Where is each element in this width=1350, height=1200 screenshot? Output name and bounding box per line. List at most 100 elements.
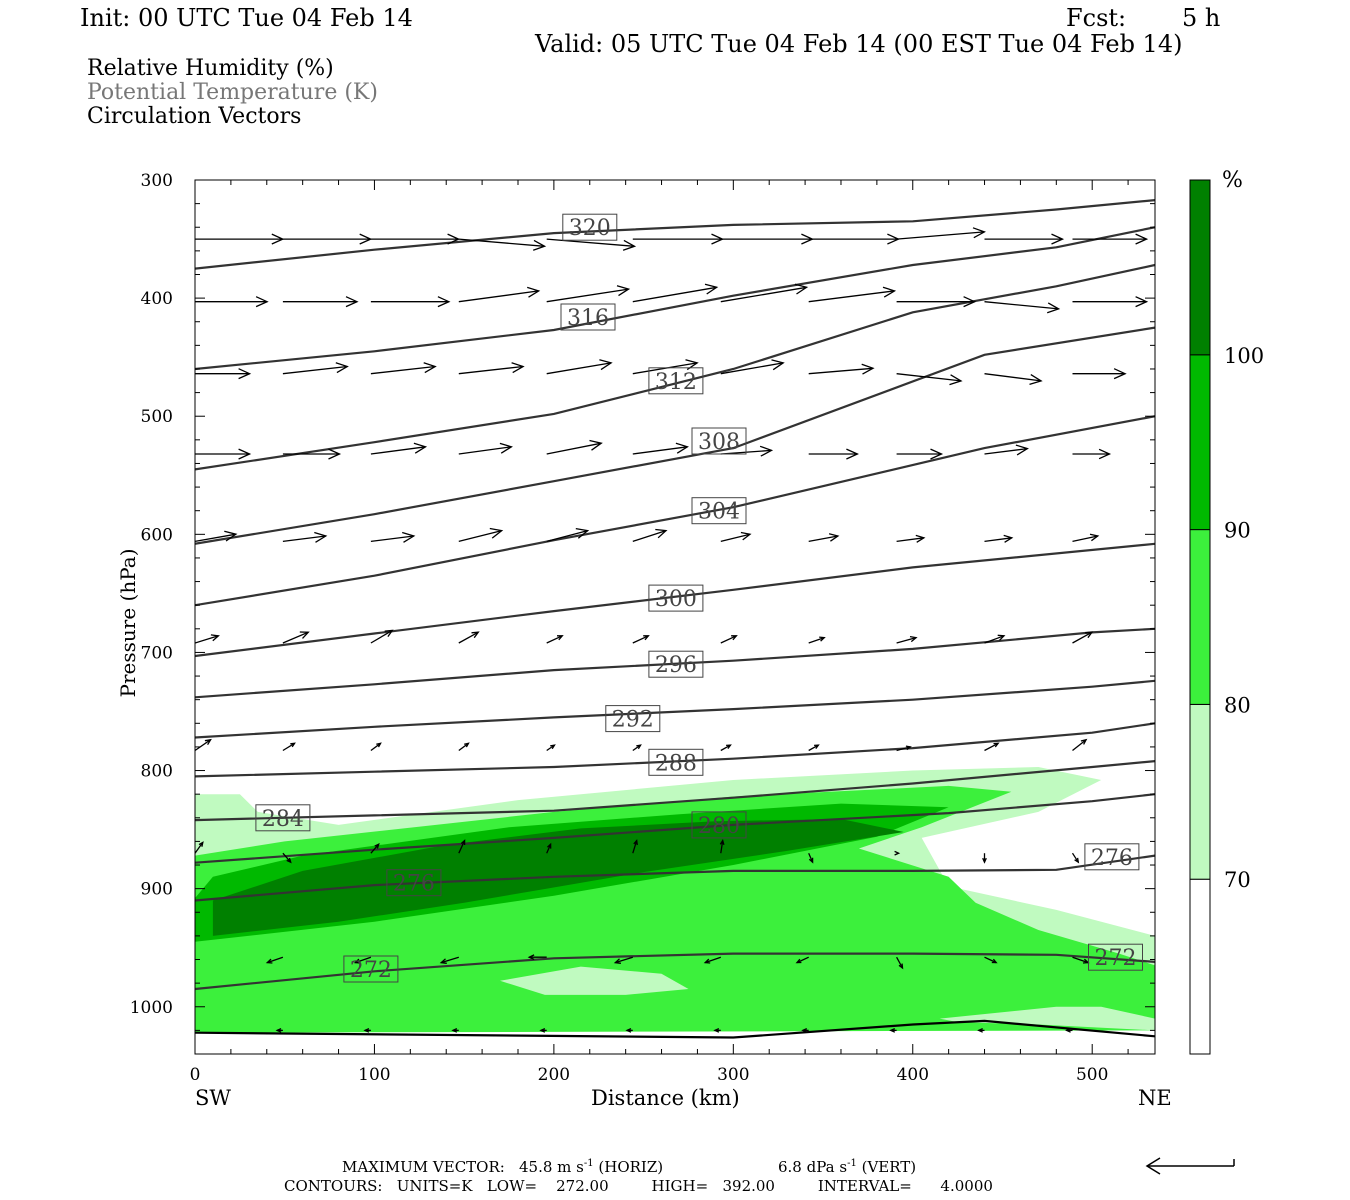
vector-shaft xyxy=(458,238,545,247)
vector-head xyxy=(299,631,310,639)
circulation-vector xyxy=(808,636,826,644)
vector-shaft xyxy=(796,956,809,964)
vector-shaft xyxy=(632,446,688,455)
theta-contour-304 xyxy=(195,415,1155,607)
x-axis-left-end-label: SW xyxy=(195,1086,231,1110)
vector-head xyxy=(224,530,238,542)
circulation-vector xyxy=(632,233,725,245)
theta-label-box xyxy=(605,705,661,733)
circulation-vector xyxy=(896,956,904,970)
vector-shaft xyxy=(458,446,512,455)
vector-head xyxy=(704,283,719,295)
vector-head xyxy=(179,959,184,963)
theta-label-276: 276 xyxy=(386,869,442,897)
vector-head xyxy=(527,286,541,298)
circulation-vector xyxy=(546,359,613,375)
circulation-vector xyxy=(370,233,461,245)
vector-head xyxy=(464,742,470,748)
vector-head xyxy=(335,362,349,374)
vector-head xyxy=(905,745,912,751)
vector-shaft xyxy=(984,301,1059,310)
theta-label-276: 276 xyxy=(1084,843,1140,871)
vector-shaft xyxy=(370,446,426,455)
circulation-vector xyxy=(896,745,912,752)
field-relative-humidity: Relative Humidity (%) xyxy=(87,56,334,81)
valid-time: Valid: 05 UTC Tue 04 Feb 14 (00 EST Tue … xyxy=(535,30,1183,58)
max-vector-label: MAXIMUM VECTOR: xyxy=(342,1158,505,1176)
circulation-vector xyxy=(265,956,284,964)
vector-head xyxy=(271,233,285,245)
vector-head xyxy=(460,839,466,845)
circulation-vector xyxy=(896,448,944,460)
theta-label-316: 316 xyxy=(560,303,616,331)
colorbar-segment xyxy=(1189,878,1211,1055)
reference-vector xyxy=(1145,1157,1235,1175)
vector-head xyxy=(963,296,977,308)
vector-head xyxy=(622,239,637,251)
vector-head xyxy=(633,839,638,846)
vector-shaft xyxy=(195,957,196,958)
theta-label-296: 296 xyxy=(648,650,704,678)
circulation-vector xyxy=(546,285,631,303)
vector-head xyxy=(189,1029,193,1033)
circulation-vector xyxy=(195,841,204,854)
vector-head xyxy=(255,296,269,308)
field-potential-temperature: Potential Temperature (K) xyxy=(87,80,378,105)
surface-line xyxy=(195,1019,1155,1039)
vector-shaft xyxy=(546,362,612,375)
vector-shaft xyxy=(195,739,211,752)
circulation-vector xyxy=(632,839,638,854)
vector-shaft xyxy=(267,956,284,964)
vector-shaft xyxy=(632,635,649,644)
circulation-vector xyxy=(1071,852,1080,864)
vector-shaft xyxy=(546,529,588,543)
vector-shaft xyxy=(458,840,466,854)
x-tick-label: 200 xyxy=(538,1065,570,1085)
circulation-vector xyxy=(1072,296,1149,308)
circulation-vector xyxy=(808,852,814,864)
circulation-vector xyxy=(720,744,732,752)
x-tick-label: 300 xyxy=(717,1065,749,1085)
vector-head xyxy=(972,227,986,239)
circulation-vector xyxy=(720,233,814,245)
vector-head xyxy=(808,857,814,864)
circulation-vector xyxy=(370,742,382,752)
theta-label-box xyxy=(648,367,704,395)
vector-head xyxy=(511,362,525,374)
vector-head xyxy=(894,850,901,856)
circulation-vector xyxy=(275,1028,283,1033)
circulation-vector xyxy=(458,362,525,375)
vector-head xyxy=(740,531,752,541)
circulation-vector xyxy=(195,448,252,460)
circulation-vector xyxy=(720,635,738,644)
vector-head xyxy=(413,442,428,454)
vector-head xyxy=(828,533,840,542)
vector-shaft xyxy=(984,447,1028,455)
colorbar-segment xyxy=(1189,179,1211,356)
vector-shaft xyxy=(808,744,819,752)
vector-head xyxy=(616,285,631,297)
vector-head xyxy=(328,448,342,460)
vector-shaft xyxy=(282,852,292,863)
circulation-vector xyxy=(546,635,564,644)
colorbar-segment xyxy=(1189,703,1211,880)
vector-head xyxy=(1051,233,1065,245)
circulation-vector xyxy=(984,444,1029,456)
colorbar-label: 100 xyxy=(1224,344,1264,368)
circulation-vector xyxy=(282,233,373,245)
circulation-vector xyxy=(546,238,637,251)
theta-label-text: 312 xyxy=(655,370,697,395)
theta-label-box xyxy=(255,804,311,832)
circulation-vector xyxy=(894,850,901,856)
vector-head xyxy=(719,839,725,845)
vector-head xyxy=(613,958,621,964)
circulation-vector xyxy=(982,853,987,864)
vector-head xyxy=(345,296,359,308)
vector-shaft xyxy=(896,373,962,382)
vector-head xyxy=(675,442,689,454)
circulation-vector xyxy=(632,442,689,455)
circulation-vector xyxy=(189,1029,195,1033)
vector-head xyxy=(703,958,711,964)
circulation-vector xyxy=(808,233,900,245)
circulation-vector xyxy=(539,1028,547,1033)
